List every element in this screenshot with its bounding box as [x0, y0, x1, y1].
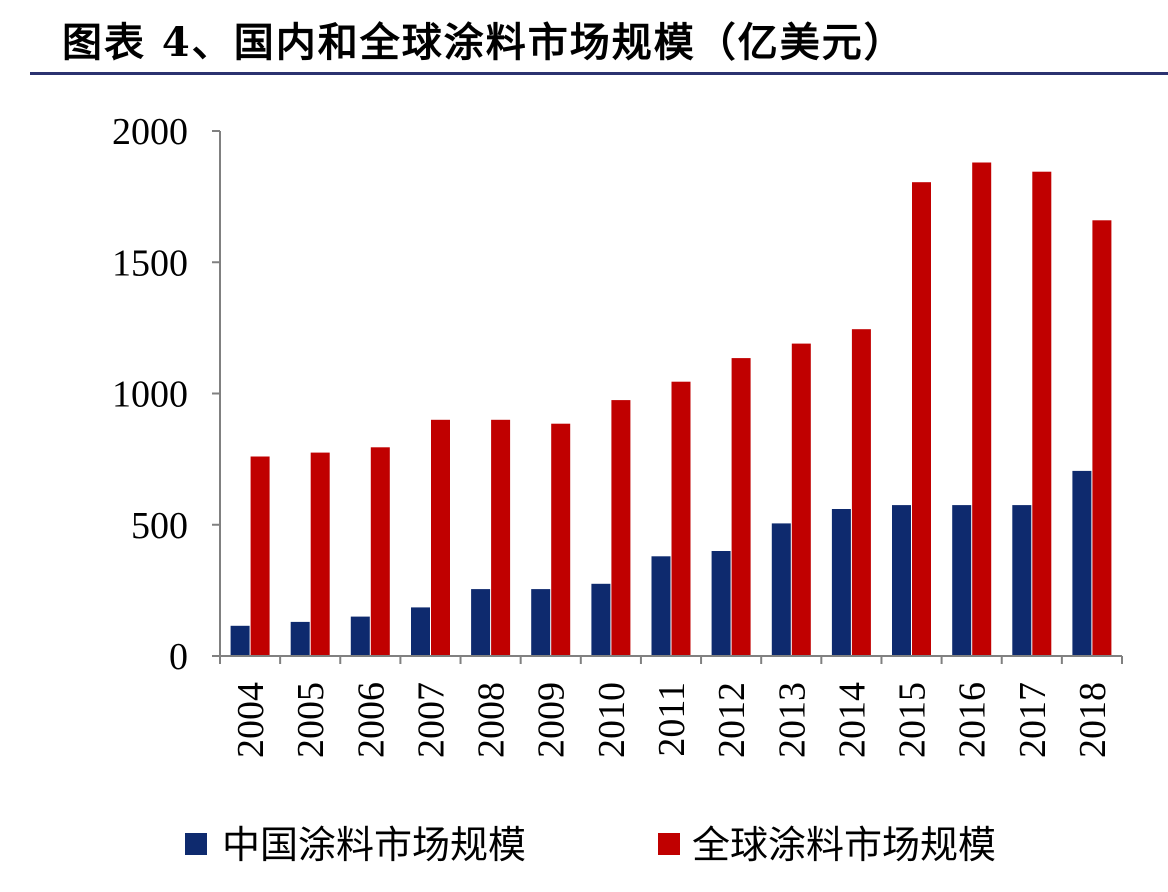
china-bar-2011	[651, 556, 671, 657]
bars-layer	[230, 162, 1112, 657]
x-tick-label: 2017	[1012, 682, 1054, 758]
title-divider	[30, 72, 1168, 75]
x-tick-label: 2007	[411, 682, 453, 758]
chart-title: 图表 4、国内和全球涂料市场规模（亿美元）	[62, 19, 906, 66]
legend-swatch	[185, 833, 207, 855]
china-bar-2012	[711, 551, 731, 656]
x-tick-label: 2006	[350, 682, 392, 758]
global-bar-2009	[551, 423, 571, 656]
legend-label: 中国涂料市场规模	[222, 823, 526, 867]
x-tick-label: 2004	[230, 682, 272, 758]
china-bar-2004	[230, 625, 250, 656]
global-bar-2010	[611, 400, 631, 656]
china-bar-2009	[531, 589, 551, 656]
legend: 中国涂料市场规模 全球涂料市场规模	[185, 823, 996, 867]
x-tick-label: 2009	[531, 682, 573, 758]
global-bar-2004	[250, 456, 270, 656]
global-bar-2018	[1092, 220, 1112, 657]
china-bar-2018	[1072, 470, 1092, 656]
china-bar-2007	[411, 607, 430, 656]
china-bar-2008	[471, 589, 491, 656]
x-tick-label: 2016	[952, 682, 994, 758]
x-tick-label: 2018	[1072, 682, 1114, 758]
china-bar-2014	[831, 509, 851, 656]
global-bar-2008	[491, 419, 511, 657]
x-tick-label: 2005	[290, 682, 332, 758]
y-tick-label: 2000	[112, 111, 188, 153]
global-bar-2006	[370, 447, 390, 656]
x-tick-label: 2013	[771, 682, 813, 758]
global-bar-2013	[791, 343, 811, 656]
legend-label: 全球涂料市场规模	[692, 823, 996, 867]
china-bar-2005	[290, 621, 310, 656]
y-tick-label: 0	[169, 636, 188, 678]
china-bar-2006	[350, 616, 370, 656]
y-tick-label: 500	[131, 505, 188, 547]
y-tick-label: 1500	[112, 242, 188, 284]
china-bar-2010	[591, 583, 611, 656]
global-bar-2005	[310, 452, 330, 656]
x-tick-label: 2014	[831, 682, 873, 758]
y-tick-label: 1000	[112, 374, 188, 416]
legend-swatch	[658, 833, 680, 855]
global-bar-2017	[1032, 171, 1052, 656]
china-bar-2013	[771, 523, 791, 656]
labels-layer: 0 500 1000 1500 2000 2004 2005 2006 2007 2008 2009…	[112, 111, 1114, 758]
x-tick-label: 2011	[651, 682, 693, 757]
global-bar-2014	[851, 329, 871, 656]
global-bar-2011	[671, 381, 691, 656]
global-bar-2016	[972, 162, 992, 656]
global-bar-2007	[431, 419, 450, 657]
china-bar-2017	[1012, 505, 1032, 656]
china-bar-2015	[892, 505, 911, 656]
x-tick-label: 2008	[471, 682, 513, 758]
x-tick-label: 2012	[711, 682, 753, 758]
global-bar-2012	[731, 358, 751, 656]
global-bar-2015	[912, 182, 931, 656]
x-tick-label: 2015	[892, 682, 934, 758]
axes-layer	[212, 130, 1123, 664]
china-bar-2016	[952, 505, 972, 656]
x-tick-label: 2010	[591, 682, 633, 758]
